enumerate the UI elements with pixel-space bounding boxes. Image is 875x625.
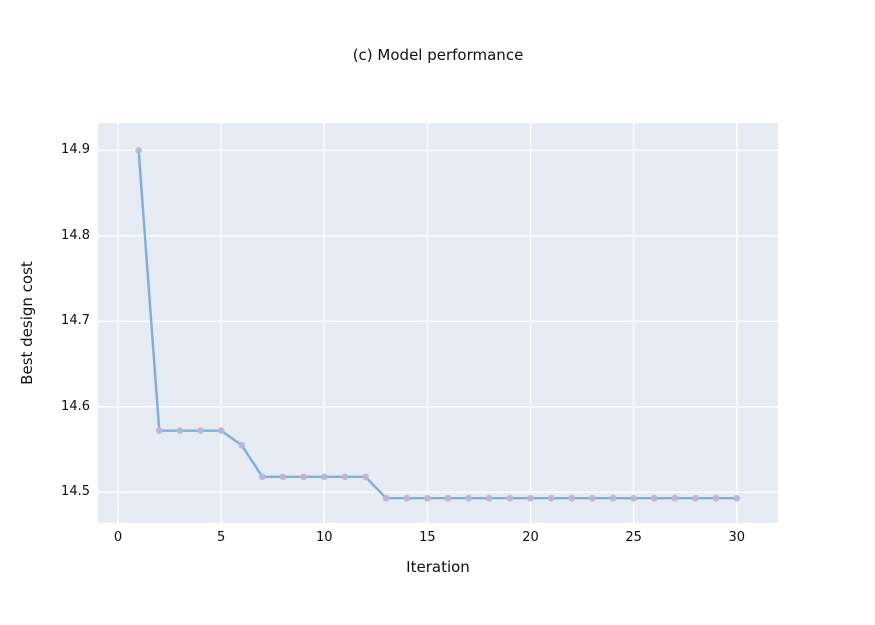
y-tick-label: 14.5	[61, 484, 90, 500]
data-point	[217, 427, 225, 435]
x-tick-label: 5	[216, 530, 226, 545]
data-point	[320, 473, 328, 481]
data-point	[609, 494, 617, 502]
data-point	[485, 494, 493, 502]
y-axis-label: Best design cost	[18, 261, 36, 385]
data-point	[630, 494, 638, 502]
data-point	[527, 494, 534, 502]
data-point	[568, 494, 576, 502]
data-point	[258, 473, 266, 481]
y-tick-label: 14.6	[61, 398, 90, 414]
x-tick-label: 10	[315, 530, 333, 545]
x-tick-label: 20	[522, 530, 539, 545]
data-point	[279, 473, 287, 481]
x-tick-label: 30	[728, 530, 746, 545]
data-point	[506, 494, 514, 502]
data-point	[712, 494, 720, 502]
x-tick-label: 0	[113, 530, 123, 545]
data-point	[403, 494, 411, 502]
data-point	[733, 494, 741, 502]
plot-panel	[98, 123, 778, 523]
x-axis-label: Iteration	[406, 558, 470, 576]
data-point	[444, 494, 452, 502]
data-point	[692, 494, 699, 502]
y-tick-label: 14.7	[61, 313, 90, 329]
data-point	[197, 427, 204, 435]
data-point	[135, 146, 143, 154]
x-tick-label: 25	[625, 530, 642, 545]
data-point	[547, 494, 555, 502]
data-point	[155, 427, 163, 435]
data-point	[382, 494, 390, 502]
data-point	[650, 494, 658, 502]
y-tick-label: 14.8	[61, 227, 90, 243]
data-point	[238, 441, 246, 449]
y-tick-label: 14.9	[61, 142, 90, 158]
chart-title: (c) Model performance	[352, 46, 524, 64]
data-point	[588, 494, 596, 502]
data-point	[341, 473, 349, 481]
data-point	[362, 473, 369, 481]
x-tick-label: 15	[419, 530, 436, 545]
data-point	[671, 494, 679, 502]
data-point	[300, 473, 308, 481]
data-point	[176, 427, 184, 435]
data-point	[423, 494, 431, 502]
data-point	[465, 494, 473, 502]
plot-svg	[98, 123, 778, 523]
line-series	[137, 149, 738, 500]
